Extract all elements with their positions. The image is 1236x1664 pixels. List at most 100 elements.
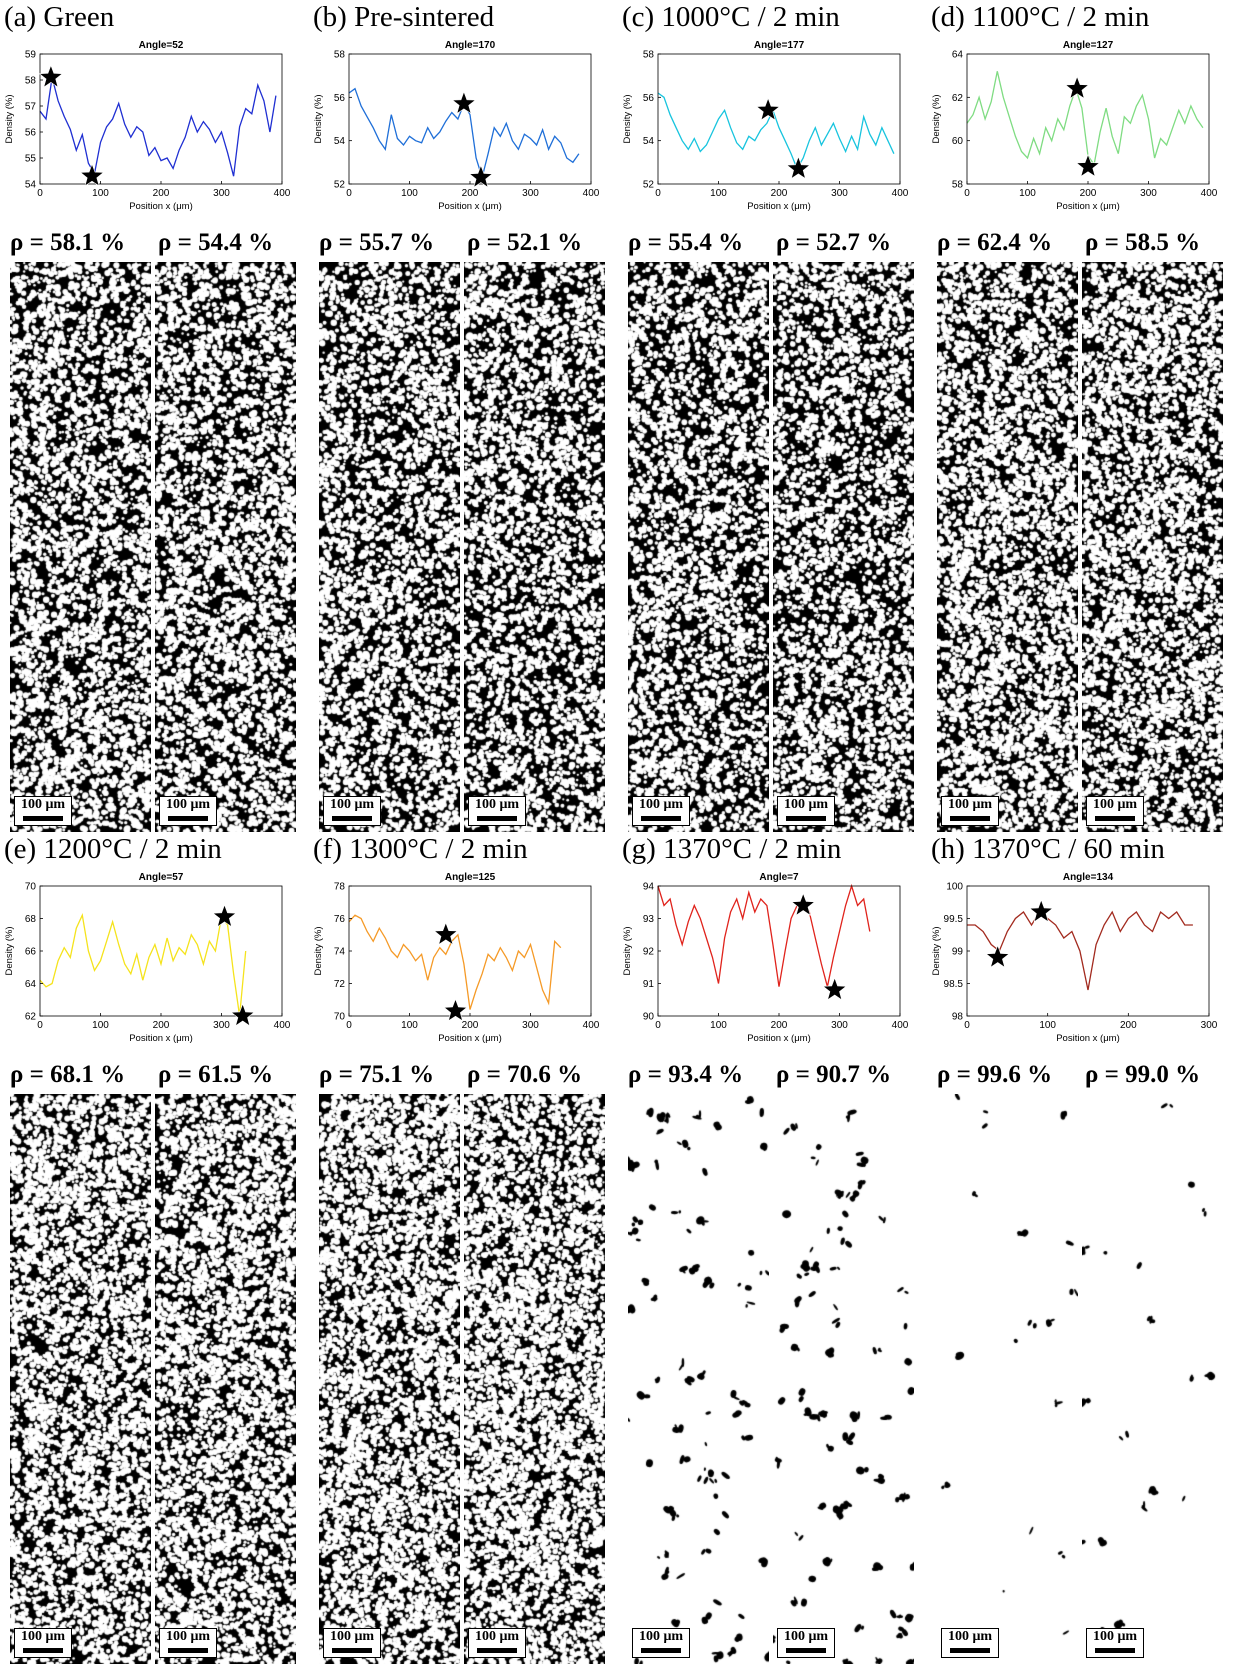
- x-tick-label: 400: [1201, 188, 1218, 199]
- x-tick-label: 100: [401, 188, 418, 199]
- panel-label: (h) 1370°C / 60 min: [931, 833, 1165, 865]
- density-value-label: ρ = 68.1 %: [10, 1061, 126, 1088]
- micrograph-image: 100 μm: [319, 1094, 460, 1664]
- x-tick-label: 300: [831, 1020, 848, 1031]
- marker-star-icon: [212, 904, 237, 928]
- micrograph-canvas: [319, 262, 460, 832]
- scale-bar-label: 100 μm: [638, 797, 684, 812]
- density-value-label: ρ = 99.0 %: [1085, 1061, 1201, 1088]
- y-tick-label: 64: [952, 50, 964, 61]
- density-value-label: ρ = 58.5 %: [1085, 229, 1201, 256]
- density-profile-chart: Angle=127 0 100 200 300 400 58 60 62 64 Position x…: [927, 34, 1236, 224]
- scale-bar-label: 100 μm: [783, 1629, 829, 1644]
- scale-bar-line: [168, 816, 208, 821]
- scale-bar-line: [332, 1648, 372, 1653]
- marker-star-icon: [985, 944, 1010, 968]
- figure-panel: (d) 1100°C / 2 min Angle=127 0 100 200 300 400…: [927, 0, 1236, 832]
- scale-bar-line: [1095, 1648, 1135, 1653]
- density-value-label: ρ = 58.1 %: [10, 229, 126, 256]
- x-tick-label: 0: [655, 1020, 661, 1031]
- y-tick-label: 98: [952, 1012, 964, 1023]
- plot-frame: [348, 885, 592, 1017]
- panel-label: (g) 1370°C / 2 min: [622, 833, 842, 865]
- x-tick-label: 200: [153, 1020, 170, 1031]
- y-tick-label: 62: [952, 93, 964, 104]
- scale-bar-label: 100 μm: [329, 797, 375, 812]
- scale-bar: 100 μm: [632, 796, 690, 826]
- density-line: [39, 913, 247, 1017]
- marker-star-icon: [443, 998, 468, 1022]
- y-tick-label: 68: [25, 914, 37, 925]
- density-profile-chart: Angle=134 0 100 200 300 98 98.5 99 99.5 100 Positi…: [927, 866, 1236, 1056]
- y-tick-label: 54: [25, 180, 37, 191]
- y-tick-label: 66: [25, 947, 37, 958]
- density-profile-chart: Angle=170 0 100 200 300 400 52 54 56 58 Position x…: [309, 34, 618, 224]
- scale-bar: 100 μm: [14, 796, 72, 826]
- marker-star-icon: [451, 90, 477, 115]
- marker-star-icon: [38, 64, 64, 88]
- x-tick-label: 300: [213, 188, 230, 199]
- y-tick-label: 92: [643, 947, 655, 958]
- y-tick-label: 72: [334, 979, 346, 990]
- density-value-label: ρ = 52.7 %: [776, 229, 892, 256]
- density-profile-chart: Angle=177 0 100 200 300 400 52 54 56 58 Position x…: [618, 34, 927, 224]
- x-axis-label: Position x (μm): [747, 201, 811, 212]
- scale-bar-label: 100 μm: [329, 1629, 375, 1644]
- micrograph-canvas: [155, 262, 296, 832]
- y-tick-label: 58: [25, 76, 37, 87]
- density-line: [967, 910, 1193, 991]
- scale-bar-label: 100 μm: [165, 797, 211, 812]
- chart-title: Angle=52: [139, 40, 184, 51]
- y-tick-label: 52: [334, 180, 346, 191]
- y-axis-label: Density (%): [622, 94, 633, 143]
- scale-bar-line: [641, 816, 681, 821]
- density-profile-chart: Angle=125 0 100 200 300 400 70 72 74 76 78 Position…: [309, 866, 618, 1056]
- micrograph-canvas: [773, 1094, 914, 1664]
- y-tick-label: 64: [25, 979, 37, 990]
- figure-panel: (a) Green Angle=52 0 100 200 300 400 54 55 56 57 58…: [0, 0, 309, 832]
- x-axis-label: Position x (μm): [438, 201, 502, 212]
- y-axis-label: Density (%): [622, 926, 633, 975]
- panel-label: (d) 1100°C / 2 min: [931, 1, 1150, 33]
- x-tick-label: 0: [346, 188, 352, 199]
- x-tick-label: 0: [655, 188, 661, 199]
- scale-bar-line: [950, 816, 990, 821]
- chart-title: Angle=127: [1063, 40, 1114, 51]
- x-axis-label: Position x (μm): [129, 201, 193, 212]
- x-tick-label: 400: [583, 188, 600, 199]
- density-value-label: ρ = 93.4 %: [628, 1061, 744, 1088]
- marker-star-icon: [1028, 899, 1054, 923]
- y-tick-label: 78: [334, 882, 346, 893]
- micrograph-image: 100 μm: [10, 1094, 151, 1664]
- y-tick-label: 99.5: [944, 914, 964, 925]
- y-tick-label: 56: [643, 93, 655, 104]
- x-tick-label: 300: [213, 1020, 230, 1031]
- y-tick-label: 57: [25, 102, 37, 113]
- scale-bar-line: [168, 1648, 208, 1653]
- density-value-label: ρ = 70.6 %: [467, 1061, 583, 1088]
- y-axis-label: Density (%): [931, 94, 942, 143]
- density-value-label: ρ = 75.1 %: [319, 1061, 435, 1088]
- marker-star-icon: [79, 163, 105, 187]
- x-tick-label: 400: [583, 1020, 600, 1031]
- x-tick-label: 300: [831, 188, 848, 199]
- micrograph-canvas: [937, 262, 1078, 832]
- x-tick-label: 0: [964, 188, 970, 199]
- scale-bar: 100 μm: [777, 1628, 835, 1658]
- micrograph-canvas: [1082, 1094, 1223, 1664]
- y-axis-label: Density (%): [313, 94, 324, 143]
- micrograph-canvas: [10, 1094, 151, 1664]
- micrograph-image: 100 μm: [1082, 262, 1223, 832]
- plot-frame: [39, 53, 283, 185]
- scale-bar-line: [477, 1648, 517, 1653]
- marker-star-icon: [230, 1003, 255, 1027]
- chart-title: Angle=134: [1063, 872, 1114, 883]
- scale-bar: 100 μm: [323, 1628, 381, 1658]
- micrograph-image: 100 μm: [937, 1094, 1078, 1664]
- x-tick-label: 0: [37, 188, 43, 199]
- density-profile-chart: Angle=57 0 100 200 300 400 62 64 66 68 70 Position …: [0, 866, 309, 1056]
- x-tick-label: 200: [771, 188, 788, 199]
- scale-bar-line: [786, 1648, 826, 1653]
- density-line: [657, 92, 895, 171]
- x-tick-label: 200: [462, 1020, 479, 1031]
